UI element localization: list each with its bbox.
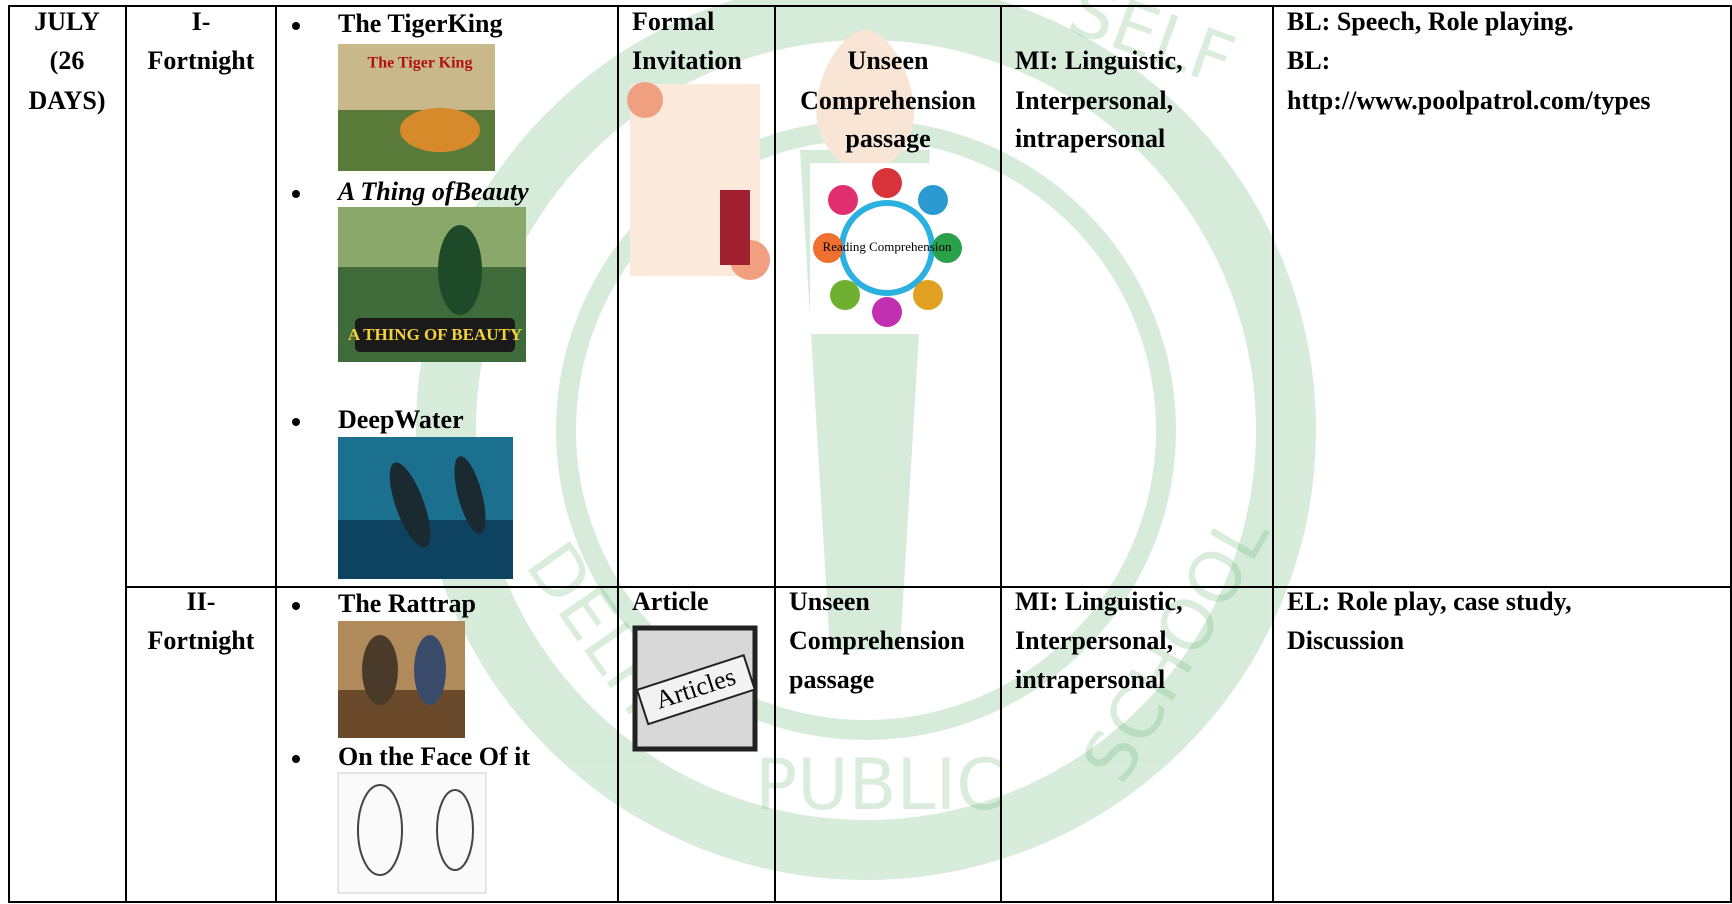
lesson-image [338,437,513,579]
mi: MI: Linguistic, [1015,46,1183,75]
bullet [292,190,300,198]
reading: Comprehension [800,86,976,115]
learning: BL: Speech, Role playing. [1287,7,1574,36]
bullet [292,22,300,30]
writing-image [627,82,770,280]
period: II- [187,587,216,616]
lesson: A Thing ofBeauty [336,177,529,206]
period: I- [192,7,211,36]
learning: http://www.poolpatrol.com/types [1287,86,1651,115]
lesson-image [337,772,487,894]
mi: MI: Linguistic, [1015,587,1183,616]
table-borders [8,5,1732,903]
lesson: DeepWater [338,405,464,434]
reading: Unseen [789,587,870,616]
bullet [292,755,300,763]
month: (26 [50,46,85,75]
month: JULY [34,7,100,36]
lesson: The TigerKing [338,9,502,38]
period: Fortnight [148,46,255,75]
learning: BL: [1287,46,1330,75]
mi: intrapersonal [1015,665,1165,694]
lesson: The Rattrap [338,589,476,618]
mi: Interpersonal, [1015,626,1173,655]
writing: Invitation [632,46,742,75]
image-label: The Tiger King [368,55,473,72]
lesson: On the Face Of it [338,742,530,771]
writing: Formal [632,7,714,36]
reading: Comprehension [789,626,965,655]
reading: passage [789,665,874,694]
mi: intrapersonal [1015,124,1165,153]
learning: EL: Role play, case study, [1287,587,1572,616]
bullet [292,602,300,610]
reading: passage [845,124,930,153]
image-label: Reading Comprehension [823,239,952,254]
bullet [292,418,300,426]
month: DAYS) [28,86,105,115]
learning: Discussion [1287,626,1405,655]
writing: Article [632,587,709,616]
lesson-image: The Tiger King [338,44,495,171]
reading-image: Reading Comprehension [810,163,965,334]
period: Fortnight [148,626,255,655]
watermark-text: PUBLIC [755,744,1005,826]
mi: Interpersonal, [1015,86,1173,115]
lesson-image: A THING OF BEAUTY [338,207,526,362]
image-label: A THING OF BEAUTY [348,325,522,344]
reading: Unseen [848,46,929,75]
lesson-image [338,621,465,738]
writing-image: Articles [632,625,758,752]
